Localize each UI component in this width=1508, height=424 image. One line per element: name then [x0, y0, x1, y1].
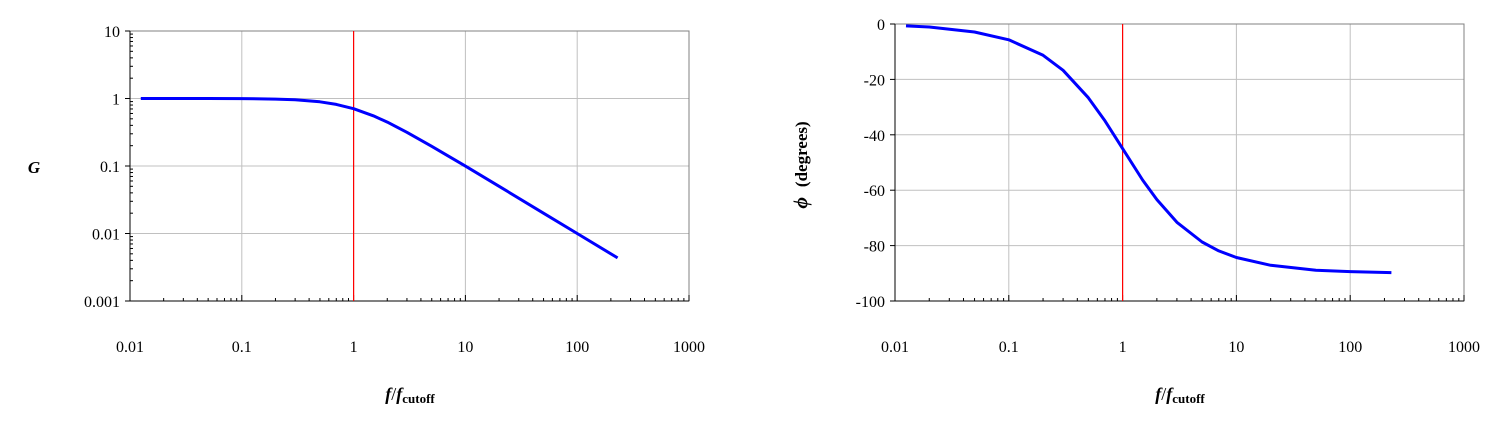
x-tick-label: 0.1 [999, 339, 1019, 356]
x-tick-label: 1000 [1448, 339, 1480, 356]
y-tick-label: -40 [864, 128, 885, 145]
y-tick-label: 0.01 [92, 227, 120, 244]
minor-ticks [125, 30, 690, 302]
y-tick-label: 10 [104, 24, 120, 41]
grid [895, 24, 1464, 301]
grid [130, 31, 689, 301]
x-tick-label: 0.1 [232, 339, 252, 356]
y-tick-labels: 0.001 0.01 0.1 1 10 [84, 24, 120, 311]
x-tick-label: 0.01 [116, 339, 144, 356]
minor-ticks [890, 23, 1465, 302]
y-tick-label: -20 [864, 72, 885, 89]
x-tick-label: 100 [565, 339, 589, 356]
y-tick-label: 0.001 [84, 294, 120, 311]
x-axis-label: f/fcutoff [385, 384, 435, 406]
x-tick-label: 10 [457, 339, 473, 356]
y-axis-label: ϕ(degrees) [790, 121, 812, 208]
series-line [905, 24, 1392, 275]
y-tick-label: -60 [864, 183, 885, 200]
y-axis-label: G [28, 158, 41, 177]
y-tick-label: 1 [112, 92, 120, 109]
x-axis-label: f/fcutoff [1155, 384, 1205, 406]
x-tick-label: 1 [1119, 339, 1127, 356]
x-tick-label: 0.01 [881, 339, 909, 356]
x-tick-labels: 0.01 0.1 1 10 100 1000 [116, 339, 705, 356]
y-tick-label: 0 [877, 17, 885, 34]
y-tick-label: -80 [864, 239, 885, 256]
x-tick-label: 100 [1338, 339, 1362, 356]
x-tick-labels: 0.01 0.1 1 10 100 1000 [881, 339, 1480, 356]
phase-chart: 0.01 0.1 1 10 100 1000 0 -20 -40 -60 -80 -100 ϕ(de… [790, 17, 1480, 406]
y-tick-label: -100 [856, 294, 885, 311]
x-tick-label: 1000 [673, 339, 705, 356]
x-tick-label: 1 [350, 339, 358, 356]
y-tick-label: 0.1 [100, 159, 120, 176]
series-line [140, 97, 619, 260]
x-tick-label: 10 [1228, 339, 1244, 356]
y-tick-labels: 0 -20 -40 -60 -80 -100 [856, 17, 885, 311]
magnitude-chart: 0.01 0.1 1 10 100 1000 0.001 0.01 0.1 1 10 G f/fc… [28, 24, 705, 406]
plot-area-border [894, 23, 1465, 302]
